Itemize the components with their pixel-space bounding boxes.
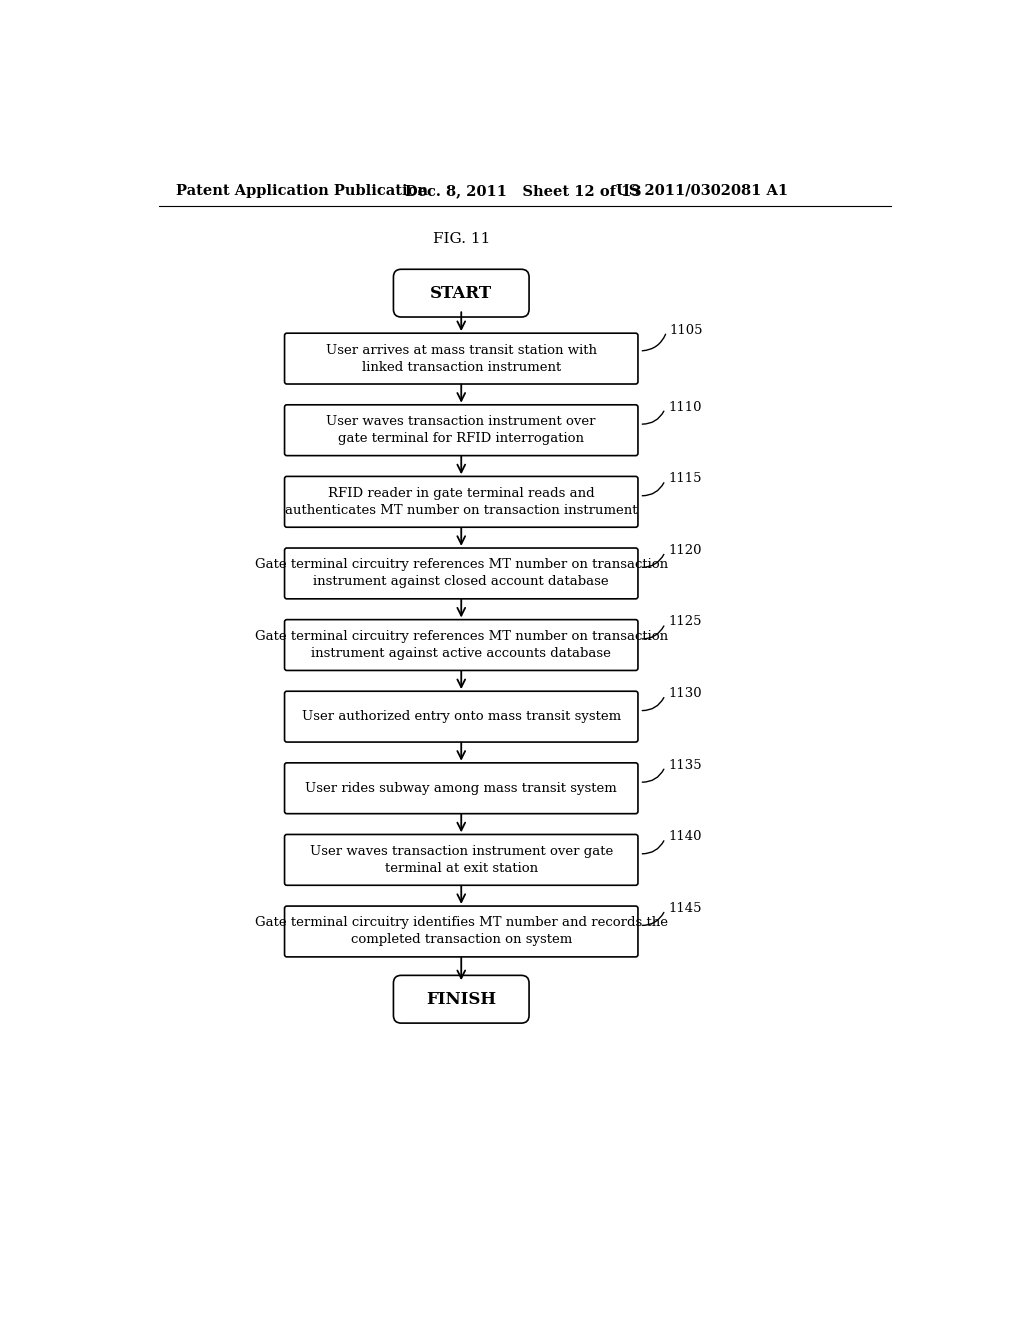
Text: User arrives at mass transit station with
linked transaction instrument: User arrives at mass transit station wit… [326, 343, 597, 374]
FancyBboxPatch shape [285, 619, 638, 671]
Text: Gate terminal circuitry identifies MT number and records the
completed transacti: Gate terminal circuitry identifies MT nu… [255, 916, 668, 946]
Text: 1125: 1125 [669, 615, 701, 628]
Text: 1110: 1110 [669, 400, 701, 413]
FancyBboxPatch shape [393, 975, 529, 1023]
Text: Gate terminal circuitry references MT number on transaction
instrument against c: Gate terminal circuitry references MT nu… [255, 558, 668, 589]
Text: Patent Application Publication: Patent Application Publication [176, 183, 428, 198]
Text: Gate terminal circuitry references MT number on transaction
instrument against a: Gate terminal circuitry references MT nu… [255, 630, 668, 660]
Text: User waves transaction instrument over
gate terminal for RFID interrogation: User waves transaction instrument over g… [327, 416, 596, 445]
FancyBboxPatch shape [285, 477, 638, 527]
Text: START: START [430, 285, 493, 302]
Text: User rides subway among mass transit system: User rides subway among mass transit sys… [305, 781, 617, 795]
Text: 1115: 1115 [669, 473, 701, 486]
FancyBboxPatch shape [285, 405, 638, 455]
FancyBboxPatch shape [285, 906, 638, 957]
Text: Dec. 8, 2011   Sheet 12 of 13: Dec. 8, 2011 Sheet 12 of 13 [406, 183, 642, 198]
Text: 1140: 1140 [669, 830, 701, 843]
Text: 1120: 1120 [669, 544, 701, 557]
FancyBboxPatch shape [285, 692, 638, 742]
Text: RFID reader in gate terminal reads and
authenticates MT number on transaction in: RFID reader in gate terminal reads and a… [285, 487, 638, 517]
Text: FIG. 11: FIG. 11 [432, 232, 489, 247]
FancyBboxPatch shape [285, 548, 638, 599]
Text: User authorized entry onto mass transit system: User authorized entry onto mass transit … [302, 710, 621, 723]
FancyBboxPatch shape [285, 763, 638, 813]
Text: 1135: 1135 [669, 759, 701, 772]
FancyBboxPatch shape [285, 333, 638, 384]
Text: User waves transaction instrument over gate
terminal at exit station: User waves transaction instrument over g… [309, 845, 613, 875]
Text: 1105: 1105 [670, 323, 703, 337]
Text: 1145: 1145 [669, 902, 701, 915]
Text: 1130: 1130 [669, 686, 701, 700]
FancyBboxPatch shape [393, 269, 529, 317]
Text: US 2011/0302081 A1: US 2011/0302081 A1 [616, 183, 788, 198]
FancyBboxPatch shape [285, 834, 638, 886]
Text: FINISH: FINISH [426, 991, 497, 1007]
